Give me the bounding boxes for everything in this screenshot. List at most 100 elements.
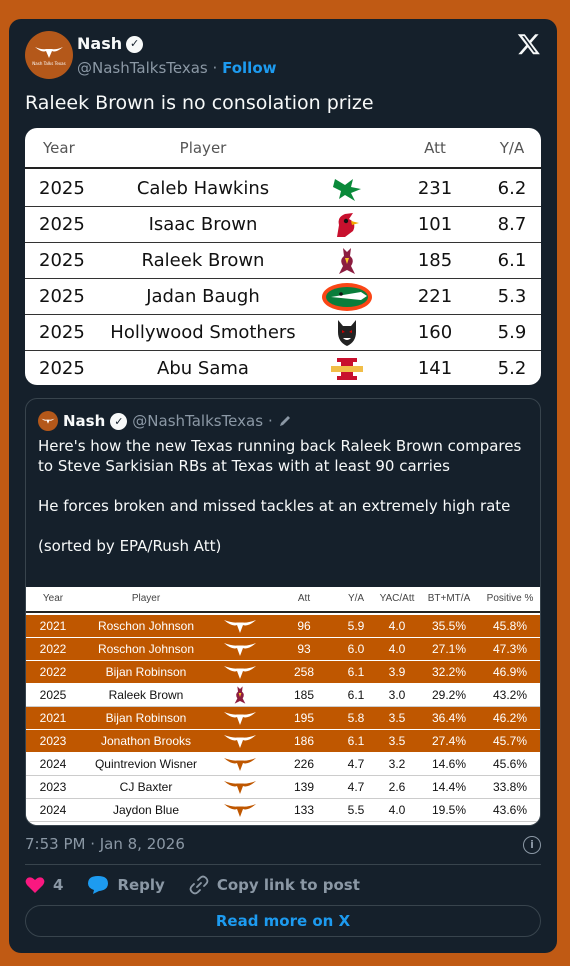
nc-state-wolf-logo-icon: [327, 319, 367, 347]
cell-att: 186: [293, 734, 315, 748]
copy-link-label: Copy link to post: [216, 876, 360, 894]
link-icon: [189, 875, 209, 895]
quoted-author-handle[interactable]: @NashTalksTexas: [132, 412, 264, 430]
quoted-tweet[interactable]: Nash ✓ @NashTalksTexas · Here's how the …: [25, 398, 541, 826]
separator: ·: [268, 412, 273, 430]
cell-att: 93: [297, 642, 311, 656]
reply-button[interactable]: Reply: [87, 875, 165, 895]
cell-ya: 6.1: [347, 688, 365, 702]
cell-ya: 4.7: [347, 780, 365, 794]
cell-yac: 3.5: [388, 711, 406, 725]
cell-att: 141: [417, 358, 453, 379]
cell-positive: 43.2%: [492, 688, 528, 702]
divider: [25, 864, 541, 865]
cell-ya: 8.7: [497, 214, 527, 235]
cell-positive: 33.8%: [492, 780, 528, 794]
cell-ya: 6.2: [497, 178, 527, 199]
cell-att: 185: [417, 250, 453, 271]
cell-yac: 3.0: [388, 688, 406, 702]
cell-att: 160: [417, 322, 453, 343]
timestamp[interactable]: 7:53 PM · Jan 8, 2026: [25, 835, 185, 853]
table-row: 2025 Abu Sama 141 5.2: [25, 351, 541, 385]
separator: ·: [212, 59, 218, 77]
cell-bt-mt: 14.4%: [431, 780, 467, 794]
table-row: 2025 Raleek Brown 185 6.1 3.0 29.2% 43.2%: [26, 684, 540, 707]
cell-yac: 4.0: [388, 803, 406, 817]
cell-yac: 3.2: [388, 757, 406, 771]
cell-year: 2025: [39, 322, 85, 343]
cell-year: 2025: [39, 358, 85, 379]
texas-longhorn-logo-icon: [222, 733, 258, 756]
author-info: Nash ✓ @NashTalksTexas · Follow: [77, 34, 276, 78]
longhorn-icon: [35, 46, 63, 58]
texas-longhorn-logo-icon: [222, 664, 258, 687]
header-yac: YAC/Att: [379, 593, 415, 604]
cell-att: 195: [293, 711, 315, 725]
media-table-2[interactable]: Year Player Att Y/A YAC/Att BT+MT/A Posi…: [26, 587, 540, 825]
texas-longhorn-logo-icon: [222, 710, 258, 733]
cell-positive: 46.9%: [492, 665, 528, 679]
texas-longhorn-logo-icon: [222, 779, 258, 802]
header-bt-mt: BT+MT/A: [427, 593, 471, 604]
cell-positive: 45.6%: [492, 757, 528, 771]
cell-ya: 4.7: [347, 757, 365, 771]
copy-link-button[interactable]: Copy link to post: [189, 875, 360, 895]
cell-positive: 43.6%: [492, 803, 528, 817]
author-handle[interactable]: @NashTalksTexas: [77, 59, 208, 77]
cell-player: Abu Sama: [157, 358, 249, 379]
x-logo-icon[interactable]: [517, 31, 541, 57]
texas-longhorn-logo-icon: [222, 641, 258, 664]
cell-yac: 4.0: [388, 642, 406, 656]
table-row: 2022 Roschon Johnson 93 6.0 4.0 27.1% 47.3%: [26, 638, 540, 664]
cell-att: 221: [417, 286, 453, 307]
cell-bt-mt: 32.2%: [431, 665, 467, 679]
table-row: 2025 Raleek Brown 185 6.1: [25, 243, 541, 279]
table-row: 2021 Roschon Johnson 96 5.9 4.0 35.5% 45.8%: [26, 615, 540, 641]
cell-att: 226: [293, 757, 315, 771]
cell-year: 2021: [39, 711, 67, 725]
cell-year: 2025: [39, 286, 85, 307]
read-more-button[interactable]: Read more on X: [25, 905, 541, 937]
cell-player: Roschon Johnson: [97, 619, 195, 633]
header-year: Year: [43, 139, 75, 157]
cell-att: 131: [284, 822, 324, 825]
cell-year: 2025: [39, 214, 85, 235]
cell-positive: 44.3%: [482, 822, 538, 825]
texas-longhorn-logo-icon: [222, 618, 258, 641]
info-icon[interactable]: i: [523, 836, 541, 854]
cell-yac: 2.6: [388, 780, 406, 794]
table-row: 2025 Jadan Baugh 221 5.3: [25, 279, 541, 315]
table-row: 2025 Caleb Hawkins 231 6.2: [25, 171, 541, 207]
cell-bt-mt: 36.4%: [431, 711, 467, 725]
author-name[interactable]: Nash: [77, 34, 123, 53]
cell-ya: 4.6: [336, 822, 376, 825]
action-bar: 4 Reply Copy link to post: [25, 875, 384, 895]
cell-player: Hollywood Smothers: [110, 322, 296, 343]
quoted-author-name[interactable]: Nash: [63, 412, 106, 430]
cell-year: 2022: [39, 642, 67, 656]
cell-bt-mt: 35.5%: [431, 619, 467, 633]
cell-player: Bijan Robinson: [105, 711, 187, 725]
cell-ya: 5.9: [497, 322, 527, 343]
follow-button[interactable]: Follow: [222, 59, 277, 77]
table-row: 2022 Bijan Robinson 258 6.1 3.9 32.2% 46.9%: [26, 661, 540, 687]
table-row: 2024 Jaydon Blue 133 5.5 4.0 19.5% 43.6%: [26, 799, 540, 822]
cell-bt-mt: 26.0%: [424, 822, 474, 825]
avatar[interactable]: Nash Talks Texas: [25, 31, 73, 79]
cell-positive: 45.7%: [492, 734, 528, 748]
quoted-tweet-text: Here's how the new Texas running back Ra…: [38, 437, 522, 555]
cell-year: 2025: [39, 688, 67, 702]
media-table-1[interactable]: Year Player Att Y/A 2025 Caleb Hawkins 2…: [25, 128, 541, 385]
cell-yac: 3.2: [376, 822, 418, 825]
quoted-avatar[interactable]: [38, 411, 58, 431]
header-positive: Positive %: [486, 593, 534, 604]
cell-ya: 5.2: [497, 358, 527, 379]
table-row: 2023 CJ Baxter 139 4.7 2.6 14.4% 33.8%: [26, 776, 540, 802]
cell-player: CJ Baxter: [119, 780, 173, 794]
header-ya: Y/A: [499, 139, 525, 157]
cell-player: Roschon Johnson: [97, 642, 195, 656]
cell-att: 185: [293, 688, 315, 702]
cell-year: 2024: [39, 803, 67, 817]
like-button[interactable]: 4: [25, 876, 63, 894]
texas-longhorn-logo-icon: [222, 756, 258, 779]
